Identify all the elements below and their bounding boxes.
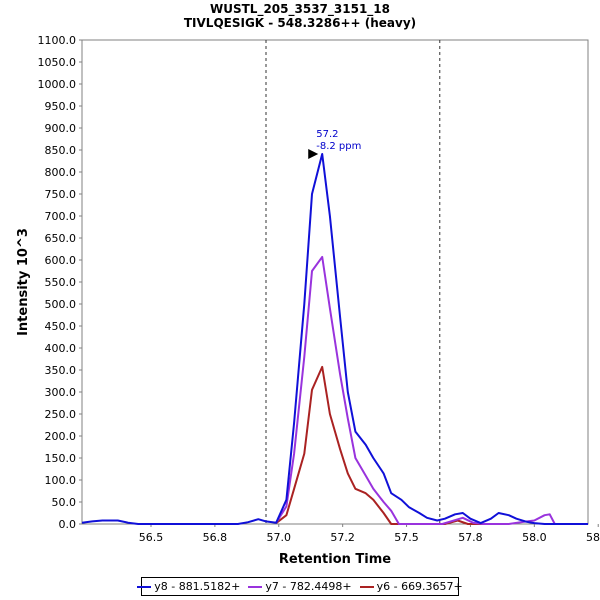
y-tick-label: 50.0 (52, 496, 77, 509)
y-tick-label: 500.0 (45, 298, 77, 311)
x-tick-label: 57.2 (330, 531, 355, 544)
chart-title: WUSTL_205_3537_3151_18 (210, 2, 390, 17)
legend-swatch (359, 585, 374, 588)
y-tick-label: 1000.0 (38, 78, 77, 91)
y-tick-label: 250.0 (45, 408, 77, 421)
legend-swatch (137, 585, 152, 588)
series-line (275, 255, 556, 525)
y-tick-label: 650.0 (45, 232, 77, 245)
y-tick-label: 900.0 (45, 122, 77, 135)
y-tick-label: 450.0 (45, 320, 77, 333)
plot-area (81, 39, 589, 525)
x-tick-label: 57.8 (458, 531, 483, 544)
peak-rt-label: 57.2 (316, 129, 338, 140)
x-tick-label: 56.8 (203, 531, 228, 544)
x-tick-label: 58.0 (522, 531, 547, 544)
y-tick-label: 400.0 (45, 342, 77, 355)
y-tick-label: 800.0 (45, 166, 77, 179)
legend-label: y6 - 669.3657+ (376, 580, 463, 593)
y-tick-label: 1100.0 (38, 34, 77, 47)
legend-label: y8 - 881.5182+ (154, 580, 241, 593)
y-tick-label: 1050.0 (38, 56, 77, 69)
x-tick-label: 58.2 (586, 531, 600, 544)
chart-subtitle: TIVLQESIGK - 548.3286++ (heavy) (184, 16, 416, 30)
y-tick-label: 150.0 (45, 452, 77, 465)
peak-ppm-label: -8.2 ppm (316, 141, 361, 152)
y-tick-label: 300.0 (45, 386, 77, 399)
x-axis: 56.5 56.8 57.0 57.2 57.5 57.8 58.0 58.2 (139, 524, 600, 544)
y-axis-label: Intensity 10^3 (16, 228, 31, 336)
series-line (81, 153, 588, 525)
y-tick-label: 200.0 (45, 430, 77, 443)
series-lines (81, 153, 588, 525)
legend-swatch (248, 585, 263, 588)
legend-label: y7 - 782.4498+ (265, 580, 352, 593)
x-tick-label: 56.5 (139, 531, 164, 544)
legend-item: y8 - 881.5182+ (137, 580, 240, 593)
y-tick-label: 750.0 (45, 188, 77, 201)
y-tick-label: 0.0 (59, 518, 77, 531)
y-tick-label: 600.0 (45, 254, 77, 267)
y-tick-label: 700.0 (45, 210, 77, 223)
y-tick-label: 950.0 (45, 100, 77, 113)
legend-item: y6 - 669.3657+ (359, 580, 463, 593)
y-tick-label: 550.0 (45, 276, 77, 289)
y-tick-label: 100.0 (45, 474, 77, 487)
y-axis: 0.0 50.0 100.0 150.0 200.0 250.0 300.0 350.0 400… (38, 34, 82, 531)
peak-marker (308, 148, 319, 159)
legend: y8 - 881.5182+ y7 - 782.4498+ y6 - 669.365… (137, 577, 463, 596)
peak-annotation: 57.2-8.2 ppm (308, 129, 361, 159)
x-tick-label: 57.5 (394, 531, 419, 544)
y-tick-label: 850.0 (45, 144, 77, 157)
x-tick-label: 57.0 (267, 531, 292, 544)
x-axis-label: Retention Time (279, 552, 391, 567)
integration-boundaries (265, 40, 441, 524)
y-tick-label: 350.0 (45, 364, 77, 377)
legend-item: y7 - 782.4498+ (248, 580, 352, 593)
